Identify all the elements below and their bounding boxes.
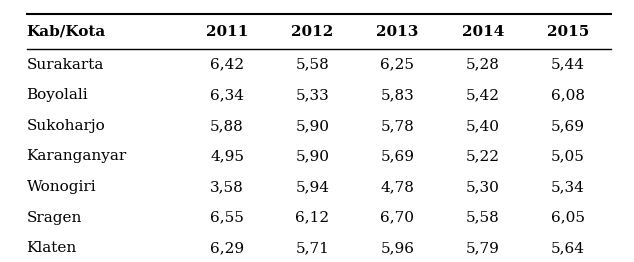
Text: 5,79: 5,79 <box>466 241 500 255</box>
Text: 6,29: 6,29 <box>210 241 244 255</box>
Text: 2015: 2015 <box>547 25 589 39</box>
Text: 2014: 2014 <box>462 25 504 39</box>
Text: 5,34: 5,34 <box>551 180 585 194</box>
Text: 6,12: 6,12 <box>295 211 329 225</box>
Text: 5,90: 5,90 <box>295 149 329 163</box>
Text: 5,58: 5,58 <box>295 58 329 72</box>
Text: 5,71: 5,71 <box>295 241 329 255</box>
Text: 5,94: 5,94 <box>295 180 329 194</box>
Text: 5,33: 5,33 <box>295 88 329 102</box>
Text: 4,78: 4,78 <box>380 180 415 194</box>
Text: 5,42: 5,42 <box>466 88 500 102</box>
Text: 5,64: 5,64 <box>551 241 585 255</box>
Text: 5,58: 5,58 <box>466 211 500 225</box>
Text: 5,40: 5,40 <box>466 119 500 133</box>
Text: Kab/Kota: Kab/Kota <box>27 25 106 39</box>
Text: 5,28: 5,28 <box>466 58 500 72</box>
Text: 5,96: 5,96 <box>380 241 415 255</box>
Text: 5,90: 5,90 <box>295 119 329 133</box>
Text: 5,69: 5,69 <box>551 119 585 133</box>
Text: 3,58: 3,58 <box>210 180 244 194</box>
Text: Boyolali: Boyolali <box>27 88 88 102</box>
Text: 6,05: 6,05 <box>551 211 585 225</box>
Text: Karanganyar: Karanganyar <box>27 149 127 163</box>
Text: 2011: 2011 <box>206 25 249 39</box>
Text: Klaten: Klaten <box>27 241 77 255</box>
Text: 5,44: 5,44 <box>551 58 585 72</box>
Text: 5,83: 5,83 <box>380 88 415 102</box>
Text: 2013: 2013 <box>377 25 418 39</box>
Text: 6,55: 6,55 <box>210 211 244 225</box>
Text: 5,88: 5,88 <box>210 119 244 133</box>
Text: 2012: 2012 <box>291 25 333 39</box>
Text: 5,22: 5,22 <box>466 149 500 163</box>
Text: 5,30: 5,30 <box>466 180 500 194</box>
Text: 6,25: 6,25 <box>380 58 415 72</box>
Text: 6,70: 6,70 <box>380 211 415 225</box>
Text: Sukoharjo: Sukoharjo <box>27 119 105 133</box>
Text: Sragen: Sragen <box>27 211 82 225</box>
Text: 6,42: 6,42 <box>210 58 244 72</box>
Text: 4,95: 4,95 <box>210 149 244 163</box>
Text: 5,05: 5,05 <box>551 149 585 163</box>
Text: Surakarta: Surakarta <box>27 58 104 72</box>
Text: Wonogiri: Wonogiri <box>27 180 96 194</box>
Text: 5,78: 5,78 <box>380 119 415 133</box>
Text: 6,08: 6,08 <box>551 88 585 102</box>
Text: 5,69: 5,69 <box>380 149 415 163</box>
Text: 6,34: 6,34 <box>210 88 244 102</box>
